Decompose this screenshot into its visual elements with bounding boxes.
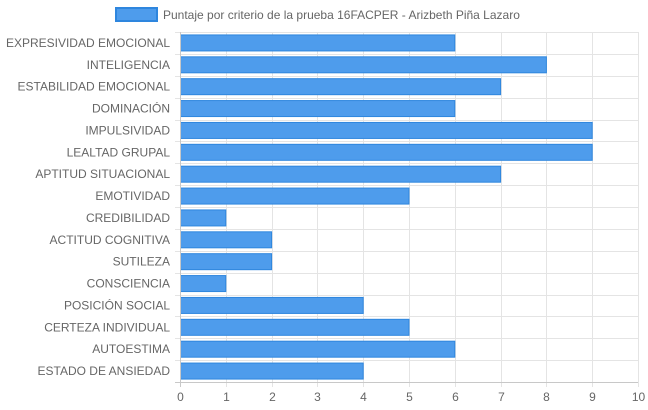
category-label: SUTILEZA	[113, 255, 170, 269]
bar[interactable]	[180, 34, 456, 52]
x-tick-label: 4	[360, 390, 367, 404]
bar[interactable]	[180, 143, 593, 161]
bar[interactable]	[180, 318, 410, 336]
x-tick-label: 0	[177, 390, 184, 404]
bar[interactable]	[180, 253, 273, 271]
bar[interactable]	[180, 78, 502, 96]
category-label: CREDIBILIDAD	[86, 211, 170, 225]
category-label: EXPRESIVIDAD EMOCIONAL	[6, 36, 170, 50]
bar[interactable]	[180, 296, 364, 314]
category-label: ESTADO DE ANSIEDAD	[38, 364, 171, 378]
category-label: CERTEZA INDIVIDUAL	[44, 320, 170, 334]
category-label: LEALTAD GRUPAL	[67, 145, 171, 159]
category-label: DOMINACIÓN	[92, 101, 170, 116]
legend-label[interactable]: Puntaje por criterio de la prueba 16FACP…	[163, 8, 520, 22]
category-label: ACTITUD COGNITIVA	[50, 233, 170, 247]
category-label: ESTABILIDAD EMOCIONAL	[18, 80, 171, 94]
legend[interactable]: Puntaje por criterio de la prueba 16FACP…	[115, 7, 520, 22]
x-tick-label: 7	[498, 390, 505, 404]
x-tick-labels: 0 1 2 3 4 5 6 7 8 9 10	[177, 390, 645, 404]
category-label: POSICIÓN SOCIAL	[64, 297, 170, 312]
x-tick-label: 2	[269, 390, 276, 404]
bar[interactable]	[180, 340, 456, 358]
category-label: AUTOESTIMA	[92, 342, 170, 356]
bar[interactable]	[180, 275, 227, 293]
category-label: EMOTIVIDAD	[95, 189, 170, 203]
x-tick-label: 3	[314, 390, 321, 404]
bar[interactable]	[180, 187, 410, 205]
bars	[180, 34, 593, 380]
bar[interactable]	[180, 362, 364, 380]
x-tick-label: 10	[632, 390, 646, 404]
legend-swatch[interactable]	[115, 7, 158, 22]
bar[interactable]	[180, 209, 227, 227]
x-tick-label: 9	[589, 390, 596, 404]
bar[interactable]	[180, 121, 593, 139]
category-label: INTELIGENCIA	[87, 58, 170, 72]
bar[interactable]	[180, 100, 456, 118]
x-tick-label: 5	[406, 390, 413, 404]
x-tick-label: 6	[452, 390, 459, 404]
bar[interactable]	[180, 231, 273, 249]
category-label: IMPULSIVIDAD	[85, 123, 170, 137]
category-labels: EXPRESIVIDAD EMOCIONAL INTELIGENCIA ESTABI…	[6, 36, 170, 378]
bar[interactable]	[180, 165, 502, 183]
x-tick-label: 1	[223, 390, 230, 404]
category-label: APTITUD SITUACIONAL	[35, 167, 170, 181]
category-label: CONSCIENCIA	[87, 277, 170, 291]
bar[interactable]	[180, 56, 547, 74]
x-tick-label: 8	[543, 390, 550, 404]
